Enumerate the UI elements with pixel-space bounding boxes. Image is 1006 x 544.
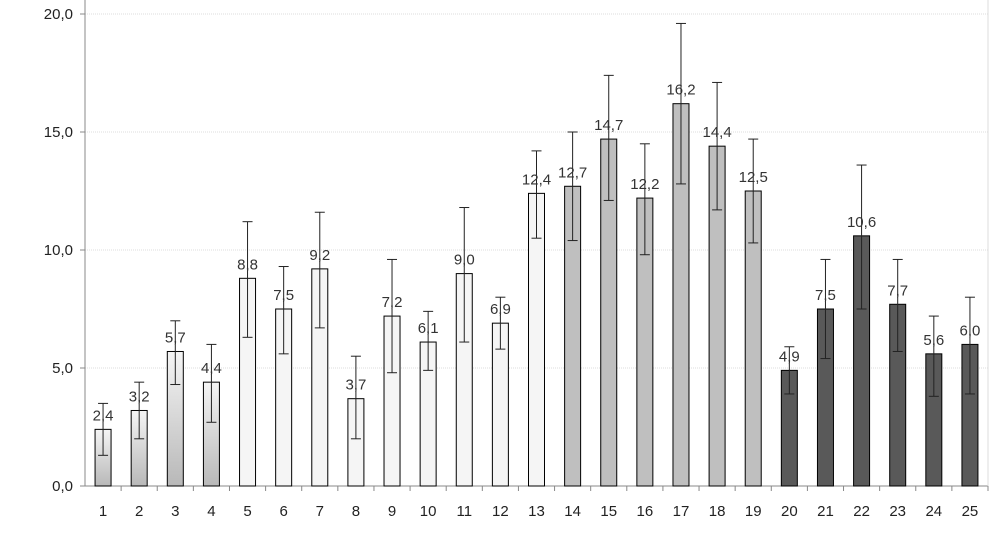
x-tick-label-19: 19 [745, 503, 762, 520]
data-label-22: 10,6 [847, 214, 876, 231]
data-label-20: 4,9 [779, 348, 800, 365]
data-label-9: 7,2 [382, 294, 403, 311]
x-tick-label-17: 17 [673, 503, 690, 520]
y-tick-label: 20,0 [44, 6, 73, 23]
x-tick-label-1: 1 [99, 503, 107, 520]
data-label-14: 12,7 [558, 164, 587, 181]
x-tick-label-15: 15 [600, 503, 617, 520]
data-label-17: 16,2 [666, 82, 695, 99]
x-tick-label-14: 14 [564, 503, 581, 520]
data-label-7: 9,2 [309, 247, 330, 264]
data-label-12: 6,9 [490, 301, 511, 318]
x-tick-label-9: 9 [388, 503, 396, 520]
data-label-1: 2,4 [93, 407, 114, 424]
data-label-2: 3,2 [129, 388, 150, 405]
y-tick-label: 0,0 [52, 478, 73, 495]
data-label-15: 14,7 [594, 117, 623, 134]
x-tick-label-25: 25 [962, 503, 979, 520]
data-label-5: 8,8 [237, 256, 258, 273]
x-tick-label-21: 21 [817, 503, 834, 520]
data-label-10: 6,1 [418, 320, 439, 337]
data-label-3: 5,7 [165, 329, 186, 346]
data-label-18: 14,4 [702, 124, 731, 141]
data-label-6: 7,5 [273, 287, 294, 304]
data-label-4: 4,4 [201, 360, 222, 377]
x-tick-label-6: 6 [279, 503, 287, 520]
x-tick-label-12: 12 [492, 503, 509, 520]
data-label-21: 7,5 [815, 287, 836, 304]
y-tick-label: 5,0 [52, 360, 73, 377]
data-label-23: 7,7 [887, 282, 908, 299]
data-label-13: 12,4 [522, 171, 551, 188]
x-tick-label-24: 24 [925, 503, 942, 520]
data-label-8: 3,7 [345, 377, 366, 394]
x-tick-label-18: 18 [709, 503, 726, 520]
x-tick-label-7: 7 [316, 503, 324, 520]
data-label-25: 6,0 [960, 322, 981, 339]
x-tick-label-16: 16 [637, 503, 654, 520]
y-tick-label: 10,0 [44, 242, 73, 259]
y-tick-label: 15,0 [44, 124, 73, 141]
x-tick-label-2: 2 [135, 503, 143, 520]
data-label-24: 5,6 [923, 332, 944, 349]
x-tick-label-20: 20 [781, 503, 798, 520]
x-tick-label-11: 11 [456, 503, 472, 520]
data-label-11: 9,0 [454, 252, 475, 269]
x-tick-label-10: 10 [420, 503, 437, 520]
data-label-19: 12,5 [739, 169, 768, 186]
x-tick-label-22: 22 [853, 503, 870, 520]
x-tick-label-13: 13 [528, 503, 545, 520]
x-tick-label-23: 23 [889, 503, 906, 520]
x-tick-label-3: 3 [171, 503, 179, 520]
x-tick-label-5: 5 [243, 503, 251, 520]
data-label-16: 12,2 [630, 176, 659, 193]
x-tick-label-4: 4 [207, 503, 215, 520]
x-tick-label-8: 8 [352, 503, 360, 520]
